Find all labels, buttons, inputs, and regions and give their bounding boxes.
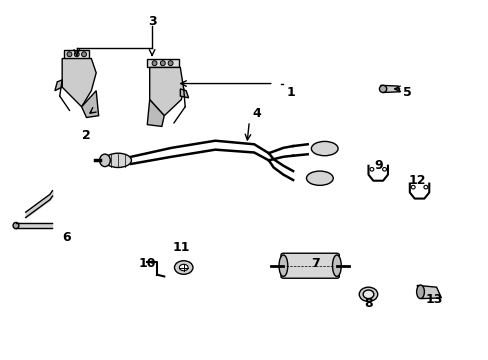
Text: 11: 11 xyxy=(172,241,190,255)
Polygon shape xyxy=(62,59,96,107)
Text: 10: 10 xyxy=(138,257,156,270)
Ellipse shape xyxy=(311,141,337,156)
Polygon shape xyxy=(55,80,62,91)
Text: 2: 2 xyxy=(82,129,91,142)
Ellipse shape xyxy=(168,61,173,66)
Polygon shape xyxy=(380,85,399,93)
Text: 5: 5 xyxy=(402,86,411,99)
Ellipse shape xyxy=(379,85,386,93)
Text: 12: 12 xyxy=(407,174,425,186)
Polygon shape xyxy=(147,59,179,67)
Polygon shape xyxy=(180,89,188,98)
Ellipse shape xyxy=(100,154,110,167)
Text: 7: 7 xyxy=(310,257,319,270)
Polygon shape xyxy=(147,100,164,126)
Text: 1: 1 xyxy=(286,86,294,99)
Ellipse shape xyxy=(382,167,386,171)
Polygon shape xyxy=(416,285,441,298)
Polygon shape xyxy=(149,67,183,116)
Ellipse shape xyxy=(104,153,131,167)
Text: 3: 3 xyxy=(147,14,156,27)
Polygon shape xyxy=(63,50,89,59)
Ellipse shape xyxy=(369,167,373,171)
Text: 6: 6 xyxy=(62,231,71,244)
Ellipse shape xyxy=(332,255,341,276)
Ellipse shape xyxy=(67,52,72,57)
Ellipse shape xyxy=(74,52,79,57)
Polygon shape xyxy=(81,91,99,117)
Ellipse shape xyxy=(179,264,188,271)
Text: 9: 9 xyxy=(373,159,382,172)
Ellipse shape xyxy=(174,261,193,274)
Ellipse shape xyxy=(160,61,165,66)
Ellipse shape xyxy=(13,222,19,229)
Ellipse shape xyxy=(306,171,332,185)
Ellipse shape xyxy=(279,255,287,276)
Ellipse shape xyxy=(150,261,153,263)
Ellipse shape xyxy=(363,290,373,298)
Ellipse shape xyxy=(423,185,427,189)
Ellipse shape xyxy=(81,52,86,57)
Ellipse shape xyxy=(416,285,424,298)
Text: 4: 4 xyxy=(252,107,261,120)
Ellipse shape xyxy=(410,185,414,189)
Ellipse shape xyxy=(152,61,157,66)
Text: 13: 13 xyxy=(425,293,442,306)
Text: 8: 8 xyxy=(364,297,372,310)
FancyBboxPatch shape xyxy=(281,253,339,278)
Ellipse shape xyxy=(359,287,377,301)
